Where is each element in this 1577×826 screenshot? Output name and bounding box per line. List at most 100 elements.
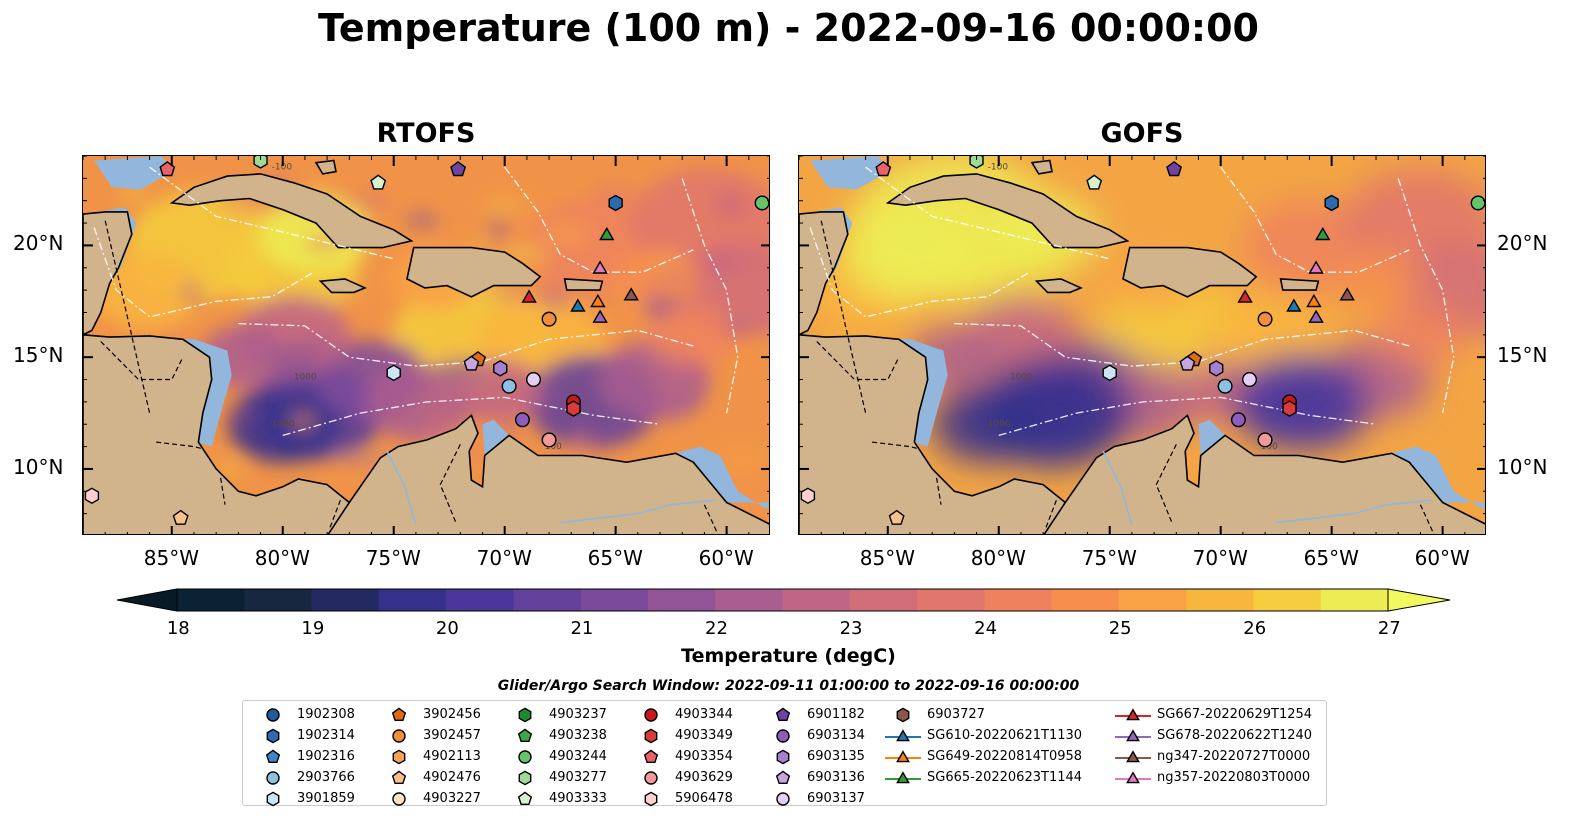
legend-hexagon-marker <box>518 770 532 786</box>
legend-label: 4903344 <box>675 707 733 722</box>
pentagon-marker <box>888 509 905 525</box>
lon-tick-label: 85°W <box>143 546 199 570</box>
legend-label: SG667-20220629T1254 <box>1157 707 1313 722</box>
legend-hexagon-marker <box>644 728 658 744</box>
land-cuba <box>885 173 1130 249</box>
colorbar-tick-label: 21 <box>570 618 594 639</box>
country-border <box>820 220 867 414</box>
country-border <box>936 477 942 505</box>
eez-boundary <box>954 322 1410 367</box>
eez-boundary <box>238 322 694 367</box>
colorbar-segment <box>647 589 716 611</box>
contour-label: 1000 <box>988 419 1011 429</box>
colorbar-segment <box>917 589 985 611</box>
legend-label: 4903629 <box>675 770 733 785</box>
colorbar-segment <box>715 589 783 611</box>
pentagon-marker <box>450 161 467 177</box>
hexagon-marker <box>608 194 623 212</box>
legend-triangle-marker <box>1126 729 1140 742</box>
map-panel-right[interactable]: 1000 1000 100 -100 <box>798 155 1486 535</box>
legend-hexagon-marker <box>776 749 790 765</box>
map-panel-left[interactable]: 1000 1000 100 -100 <box>82 155 770 535</box>
legend-label: 3902456 <box>423 707 481 722</box>
triangle-marker <box>1308 260 1324 274</box>
legend-circle-marker <box>776 729 790 743</box>
triangle-marker <box>592 309 608 323</box>
contour-label: -100 <box>272 162 293 172</box>
pentagon-marker <box>463 355 480 371</box>
triangle-marker <box>1308 309 1324 323</box>
country-border <box>100 341 184 381</box>
legend-label: 1902308 <box>297 707 355 722</box>
contour-label: 1000 <box>1010 373 1033 383</box>
hexagon-marker <box>84 487 100 505</box>
colorbar-tick-label: 23 <box>839 618 863 639</box>
legend: 1902308 1902314 1902316 2903766 3901859 39024… <box>242 700 1327 807</box>
colorbar-segment <box>1253 589 1322 611</box>
land-hispaniola <box>406 246 542 298</box>
country-border <box>872 441 919 450</box>
colorbar-segment <box>1320 589 1389 611</box>
contour-label: 100 <box>545 442 562 452</box>
country-border <box>1155 444 1177 523</box>
colorbar-tick-label: 20 <box>435 618 459 639</box>
legend-hexagon-marker <box>392 749 406 765</box>
circle-marker <box>1470 195 1485 211</box>
legend-circle-marker <box>266 771 280 785</box>
lon-tick-label: 70°W <box>1192 546 1248 570</box>
land-yucatan <box>83 211 133 336</box>
legend-label: 4903237 <box>549 707 607 722</box>
colorbar-segment <box>782 589 851 611</box>
triangle-marker <box>599 226 615 241</box>
lon-tick-label: 80°W <box>254 546 310 570</box>
hexagon-marker <box>493 360 508 377</box>
shelf-area <box>94 156 177 190</box>
colorbar-tick-label: 22 <box>705 618 728 639</box>
legend-label: ng347-20220727T0000 <box>1157 749 1311 764</box>
circle-marker <box>501 378 517 394</box>
legend-pentagon-marker <box>775 707 791 722</box>
land-jamaica <box>318 278 367 294</box>
legend-circle-marker <box>392 729 406 743</box>
hexagon-marker <box>253 156 268 169</box>
colorbar-tick-label: 25 <box>1108 618 1132 639</box>
pentagon-marker <box>370 174 387 190</box>
legend-triangle-marker <box>1126 750 1140 763</box>
legend-label: 4903349 <box>675 728 733 743</box>
pentagon-marker <box>172 509 189 525</box>
triangle-marker <box>570 298 586 312</box>
legend-label: 4902113 <box>423 749 481 764</box>
figure-title: Temperature (100 m) - 2022-09-16 00:00:0… <box>317 6 1259 50</box>
legend-label: 6903134 <box>807 728 865 743</box>
colorbar-segment <box>1051 589 1120 611</box>
shelf-area <box>1391 446 1485 510</box>
legend-label: 4903354 <box>675 749 733 764</box>
country-border <box>220 477 226 505</box>
legend-label: ng357-20220803T0000 <box>1157 770 1311 785</box>
colorbar-segment <box>446 589 514 611</box>
colorbar-segment <box>244 589 313 611</box>
lon-tick-label: 85°W <box>859 546 915 570</box>
legend-pentagon-marker <box>265 749 281 764</box>
legend-label: 4903333 <box>549 791 607 806</box>
eez-boundary <box>998 396 1377 437</box>
legend-pentagon-marker <box>517 791 533 806</box>
legend-label: 6903136 <box>807 770 865 785</box>
lon-tick-label: 75°W <box>1081 546 1137 570</box>
contour-label: -100 <box>988 162 1009 172</box>
triangle-marker <box>592 260 608 274</box>
land-yucatan <box>799 211 849 336</box>
lon-tick-label: 60°W <box>698 546 754 570</box>
land-cuba <box>169 173 414 249</box>
colorbar-segment <box>849 589 918 611</box>
shelf-area <box>810 156 893 190</box>
lon-tick-label: 70°W <box>476 546 532 570</box>
lon-tick-label: 80°W <box>970 546 1026 570</box>
country-border <box>328 499 341 530</box>
colorbar-tick-label: 26 <box>1243 618 1267 639</box>
legend-triangle-marker <box>896 771 910 784</box>
hexagon-marker <box>1102 364 1117 382</box>
lat-tick-label: 10°N <box>1497 454 1548 479</box>
land-puertorico <box>1279 278 1320 291</box>
legend-label: 6903137 <box>807 791 865 806</box>
